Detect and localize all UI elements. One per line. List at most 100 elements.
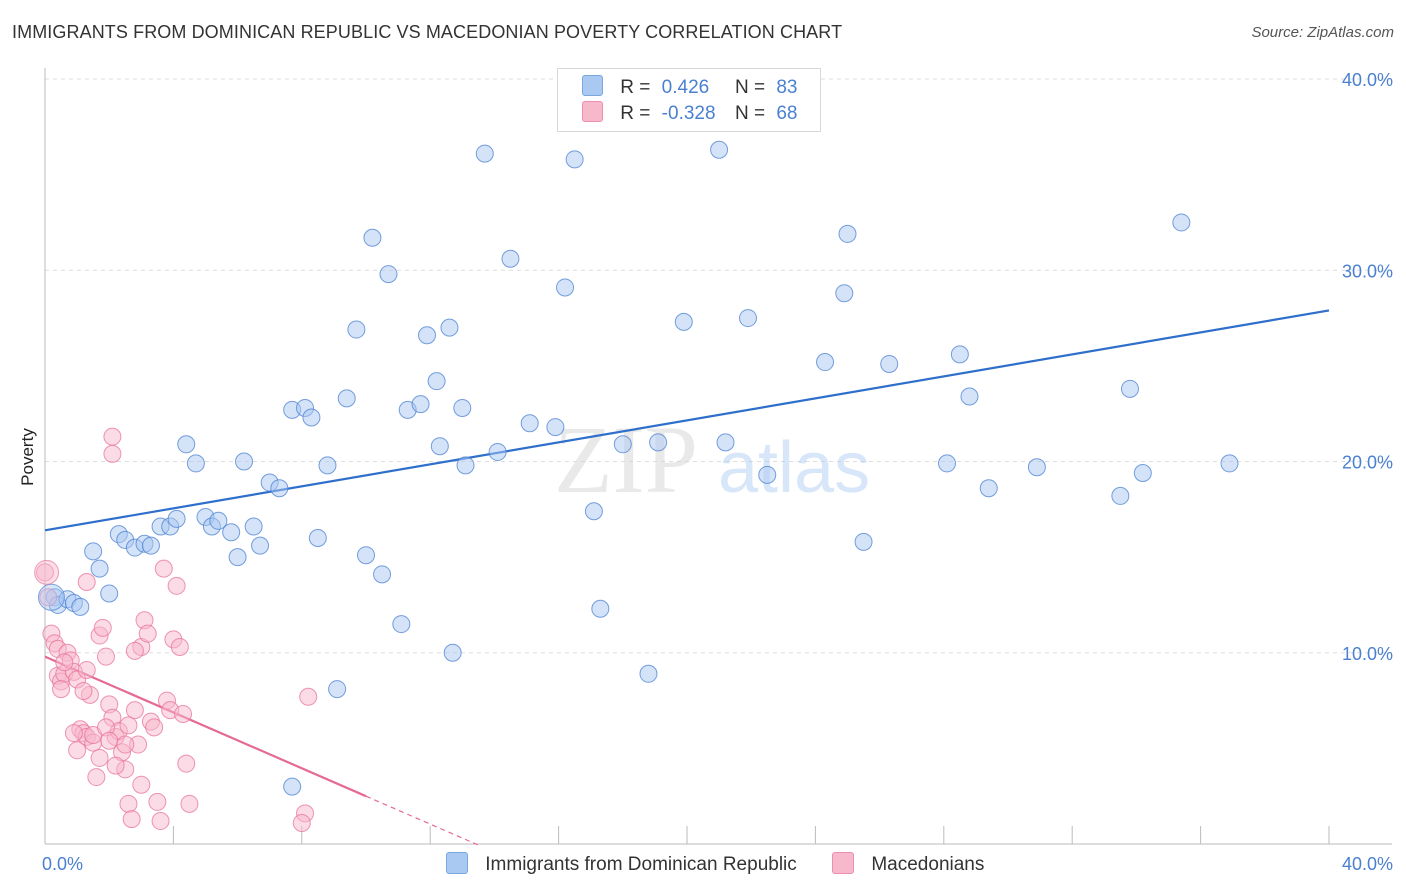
point-dominican <box>816 353 835 372</box>
point-macedonian <box>125 641 144 660</box>
legend-r-label: R = <box>620 77 651 98</box>
point-dominican <box>716 433 735 452</box>
point-macedonian <box>122 810 141 829</box>
tick-labels: 10.0% 20.0% 30.0% 40.0% 0.0% 40.0% <box>42 70 1393 874</box>
point-dominican <box>835 284 854 303</box>
x-tick-label: 0.0% <box>42 854 83 874</box>
point-dominican <box>84 542 103 561</box>
point-dominican <box>1133 463 1152 482</box>
x-tick-label: 40.0% <box>1342 854 1393 874</box>
legend-swatch-blue-icon <box>582 75 603 96</box>
watermark-atlas: atlas <box>718 428 870 508</box>
point-macedonian <box>100 731 119 750</box>
point-macedonian <box>299 687 318 706</box>
point-dominican <box>556 278 575 297</box>
point-dominican <box>443 643 462 662</box>
point-dominican <box>392 615 411 634</box>
point-dominican <box>1027 458 1046 477</box>
legend-item-macedonians[interactable]: Macedonians <box>832 852 984 876</box>
point-dominican <box>591 599 610 618</box>
y-tick-label: 20.0% <box>1342 453 1393 473</box>
stats-legend: R = 0.426 N = 83 R = -0.328 N = 68 <box>557 68 821 132</box>
point-dominican <box>244 517 263 536</box>
point-macedonian <box>151 812 170 831</box>
point-dominican <box>838 224 857 243</box>
point-macedonian <box>36 563 54 582</box>
point-dominican <box>302 408 321 427</box>
point-dominican <box>1120 379 1139 398</box>
point-dominican <box>328 680 347 699</box>
point-macedonian <box>90 748 109 767</box>
legend-r-value: 0.426 <box>661 77 710 98</box>
legend-n-value: 83 <box>776 77 798 98</box>
point-dominican <box>141 536 160 555</box>
point-macedonian <box>154 559 173 578</box>
point-dominican <box>1111 486 1130 505</box>
chart-source: Source: ZipAtlas.com <box>1251 24 1394 41</box>
legend-n-label: N = <box>734 77 766 98</box>
point-macedonian <box>292 813 311 832</box>
point-dominican <box>308 529 327 547</box>
point-dominican <box>584 502 603 521</box>
point-dominican <box>520 414 539 433</box>
point-dominican <box>379 265 398 284</box>
point-dominican <box>674 312 693 331</box>
y-tick-label: 10.0% <box>1342 644 1393 664</box>
point-dominican <box>1220 454 1239 473</box>
legend-row-macedonian: R = -0.328 N = 68 <box>582 101 797 127</box>
point-dominican <box>501 249 520 268</box>
point-macedonian <box>106 756 125 775</box>
point-dominican <box>270 479 289 498</box>
point-macedonian <box>39 588 58 607</box>
chart-title: IMMIGRANTS FROM DOMINICAN REPUBLIC VS MA… <box>12 22 843 42</box>
point-macedonian <box>138 624 157 643</box>
point-macedonian <box>132 775 151 794</box>
point-dominican <box>427 372 446 391</box>
point-dominican <box>228 548 247 567</box>
point-macedonian <box>103 444 122 463</box>
point-dominican <box>90 559 109 578</box>
point-dominican <box>546 418 565 437</box>
trend-lines <box>44 309 1330 846</box>
legend-pink-square-icon <box>832 852 855 874</box>
point-dominican <box>417 326 436 345</box>
point-dominican <box>565 150 584 169</box>
point-macedonian <box>125 701 144 720</box>
point-macedonian <box>68 741 87 760</box>
point-dominican <box>167 509 186 528</box>
point-dominican <box>363 228 382 247</box>
point-dominican <box>337 389 356 408</box>
point-macedonian <box>52 680 71 699</box>
point-macedonian <box>119 794 138 813</box>
point-dominican <box>186 454 205 473</box>
point-dominican <box>209 511 228 530</box>
point-macedonian <box>55 653 74 672</box>
legend-swatch-pink-icon <box>582 101 603 122</box>
trend-line-macedonian <box>44 655 367 798</box>
point-dominican <box>639 664 658 683</box>
point-macedonian <box>177 754 196 773</box>
point-macedonian <box>167 576 186 595</box>
point-dominican <box>71 597 90 616</box>
point-dominican <box>1172 213 1191 232</box>
point-dominican <box>411 395 430 414</box>
point-dominican <box>456 456 475 475</box>
legend-item-dominican[interactable]: Immigrants from Dominican Republic <box>446 852 797 876</box>
point-dominican <box>177 435 196 454</box>
point-dominican <box>235 452 254 471</box>
point-dominican <box>649 433 668 452</box>
point-dominican <box>758 465 777 484</box>
trend-line-dominican <box>44 309 1330 532</box>
legend-n-value: 68 <box>776 103 798 124</box>
legend-blue-square-icon <box>446 852 468 874</box>
legend-row-dominican: R = 0.426 N = 83 <box>582 75 797 101</box>
point-macedonian <box>145 718 164 737</box>
point-dominican <box>37 583 65 611</box>
point-dominican <box>880 354 899 373</box>
point-dominican <box>854 532 873 551</box>
gridlines <box>45 78 1392 654</box>
point-dominican <box>738 309 757 328</box>
point-dominican <box>373 565 392 584</box>
trend-line-macedonian-extension <box>365 795 479 846</box>
